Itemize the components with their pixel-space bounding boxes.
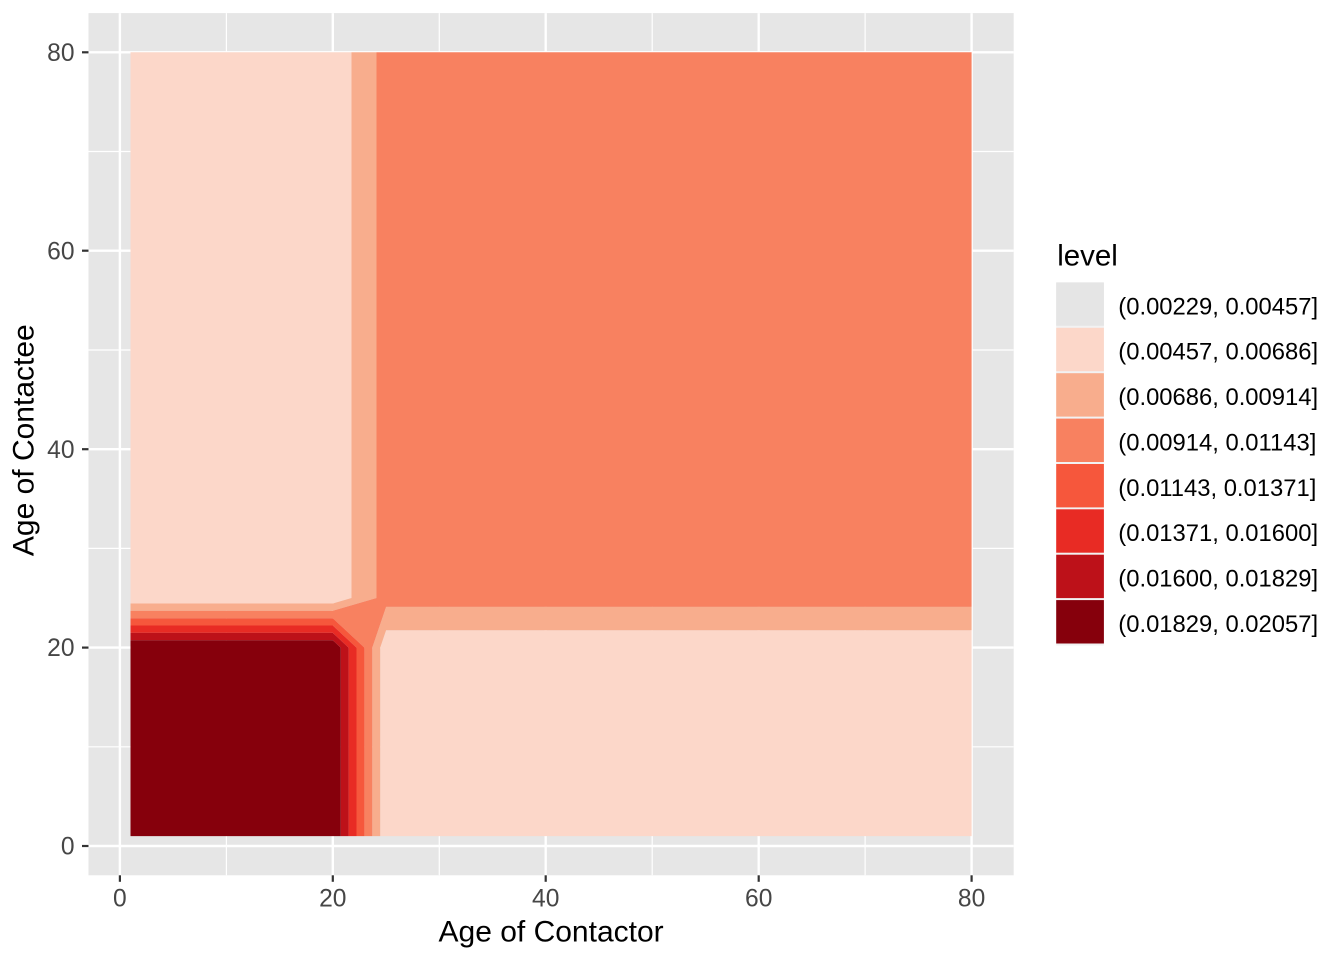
svg-text:(0.00686, 0.00914]: (0.00686, 0.00914] — [1118, 384, 1318, 411]
svg-text:40: 40 — [47, 437, 74, 464]
svg-text:(0.00457, 0.00686]: (0.00457, 0.00686] — [1118, 339, 1318, 366]
svg-text:20: 20 — [319, 886, 346, 913]
svg-text:60: 60 — [745, 886, 772, 913]
svg-text:(0.01829, 0.02057]: (0.01829, 0.02057] — [1118, 611, 1318, 638]
svg-text:80: 80 — [47, 40, 74, 67]
svg-text:40: 40 — [532, 886, 559, 913]
svg-text:0: 0 — [61, 834, 75, 861]
svg-text:Age of Contactee: Age of Contactee — [7, 324, 40, 556]
svg-text:80: 80 — [958, 886, 985, 913]
svg-text:(0.00229, 0.00457]: (0.00229, 0.00457] — [1118, 293, 1318, 320]
svg-text:(0.00914, 0.01143]: (0.00914, 0.01143] — [1118, 430, 1316, 457]
svg-text:20: 20 — [47, 635, 74, 662]
svg-text:(0.01371, 0.01600]: (0.01371, 0.01600] — [1118, 520, 1318, 547]
svg-text:0: 0 — [113, 886, 127, 913]
svg-text:Age of Contactor: Age of Contactor — [439, 916, 664, 949]
svg-text:60: 60 — [47, 238, 74, 265]
svg-text:(0.01600, 0.01829]: (0.01600, 0.01829] — [1118, 566, 1318, 593]
svg-text:(0.01143, 0.01371]: (0.01143, 0.01371] — [1118, 475, 1316, 502]
svg-text:level: level — [1057, 239, 1118, 272]
